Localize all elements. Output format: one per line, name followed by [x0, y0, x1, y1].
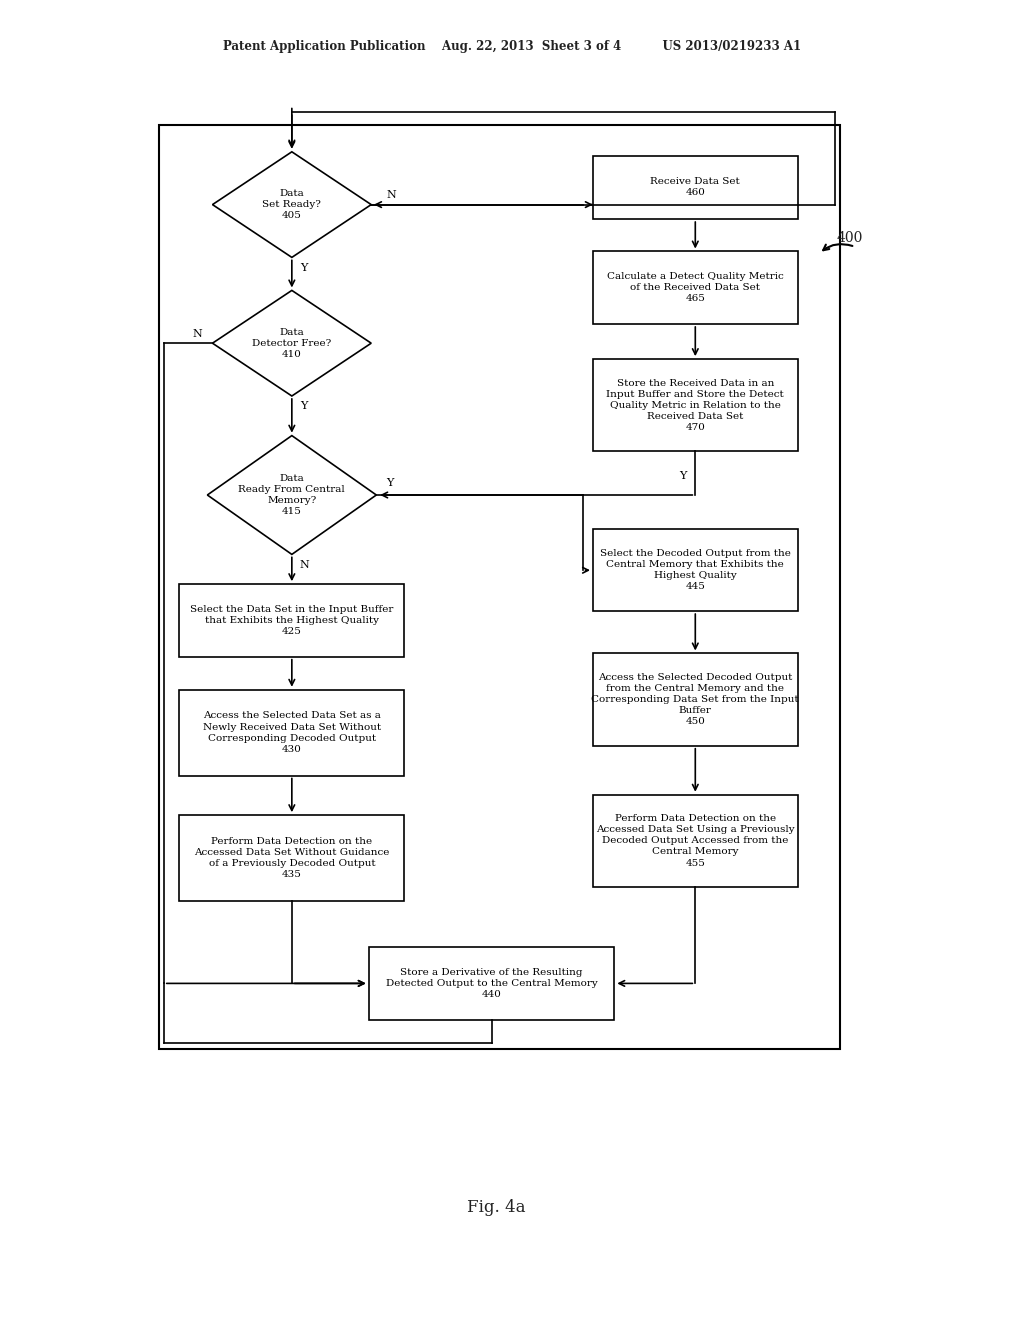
FancyBboxPatch shape: [593, 359, 798, 451]
Text: Y: Y: [387, 478, 394, 488]
FancyBboxPatch shape: [369, 948, 614, 1019]
Text: Select the Data Set in the Input Buffer
that Exhibits the Highest Quality
425: Select the Data Set in the Input Buffer …: [190, 605, 393, 636]
Text: Store the Received Data in an
Input Buffer and Store the Detect
Quality Metric i: Store the Received Data in an Input Buff…: [606, 379, 784, 432]
Text: 400: 400: [837, 231, 863, 244]
FancyBboxPatch shape: [179, 583, 404, 656]
Polygon shape: [212, 290, 371, 396]
Text: Data
Set Ready?
405: Data Set Ready? 405: [262, 189, 322, 220]
Text: Y: Y: [300, 401, 308, 412]
Text: N: N: [299, 560, 309, 570]
FancyBboxPatch shape: [179, 814, 404, 900]
FancyBboxPatch shape: [593, 156, 798, 219]
Text: Y: Y: [679, 471, 687, 482]
FancyBboxPatch shape: [593, 795, 798, 887]
FancyBboxPatch shape: [593, 653, 798, 746]
Text: Data
Ready From Central
Memory?
415: Data Ready From Central Memory? 415: [239, 474, 345, 516]
Text: Data
Detector Free?
410: Data Detector Free? 410: [252, 327, 332, 359]
Text: Store a Derivative of the Resulting
Detected Output to the Central Memory
440: Store a Derivative of the Resulting Dete…: [386, 968, 597, 999]
Text: Select the Decoded Output from the
Central Memory that Exhibits the
Highest Qual: Select the Decoded Output from the Centr…: [600, 549, 791, 591]
Text: Access the Selected Data Set as a
Newly Received Data Set Without
Corresponding : Access the Selected Data Set as a Newly …: [203, 711, 381, 754]
Text: Perform Data Detection on the
Accessed Data Set Using a Previously
Decoded Outpu: Perform Data Detection on the Accessed D…: [596, 814, 795, 867]
Text: N: N: [191, 329, 202, 339]
Text: Receive Data Set
460: Receive Data Set 460: [650, 177, 740, 198]
Polygon shape: [207, 436, 377, 554]
FancyBboxPatch shape: [593, 529, 798, 611]
Text: Y: Y: [300, 263, 308, 273]
FancyBboxPatch shape: [179, 689, 404, 776]
Text: Fig. 4a: Fig. 4a: [467, 1200, 526, 1216]
Text: N: N: [387, 190, 396, 201]
Text: Access the Selected Decoded Output
from the Central Memory and the
Corresponding: Access the Selected Decoded Output from …: [592, 673, 799, 726]
Text: Calculate a Detect Quality Metric
of the Received Data Set
465: Calculate a Detect Quality Metric of the…: [607, 272, 783, 304]
Text: Perform Data Detection on the
Accessed Data Set Without Guidance
of a Previously: Perform Data Detection on the Accessed D…: [195, 837, 389, 879]
Text: Patent Application Publication    Aug. 22, 2013  Sheet 3 of 4          US 2013/0: Patent Application Publication Aug. 22, …: [223, 40, 801, 53]
Polygon shape: [212, 152, 371, 257]
FancyBboxPatch shape: [593, 251, 798, 323]
